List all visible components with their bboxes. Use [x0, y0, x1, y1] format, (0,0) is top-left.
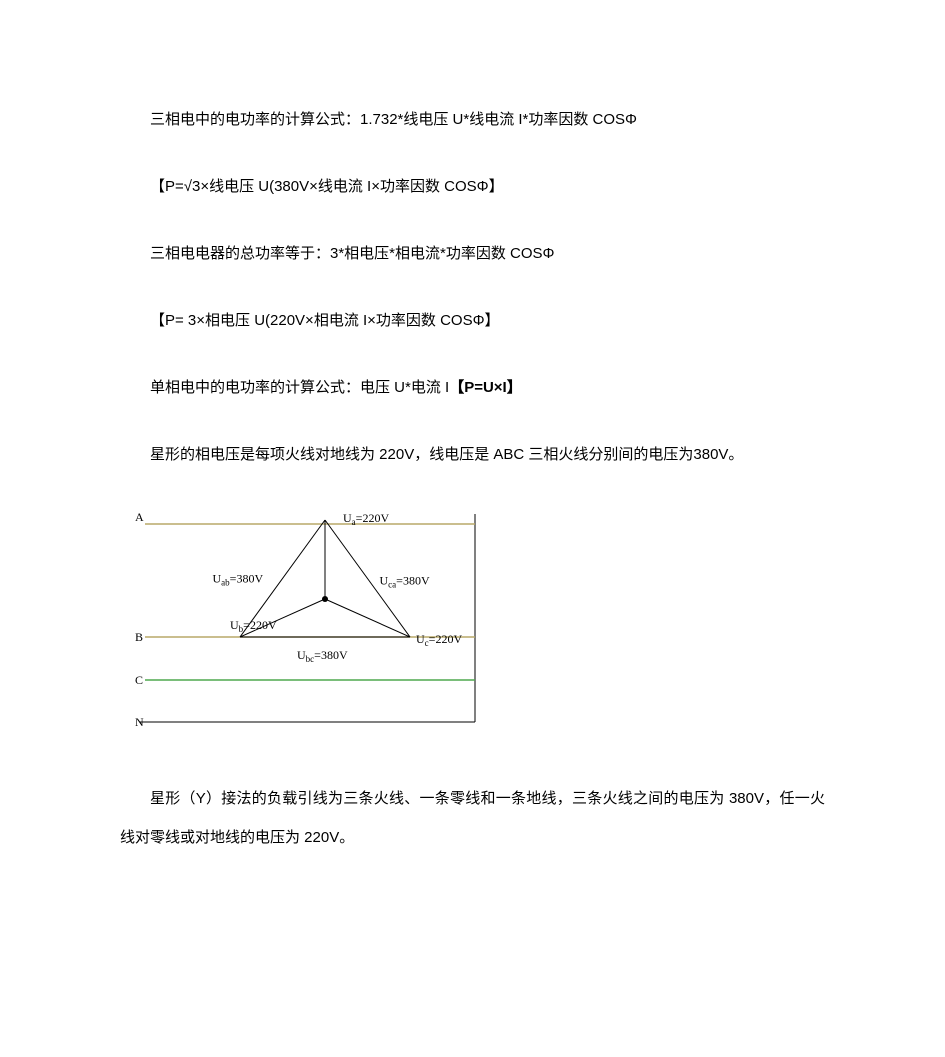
paragraph-5-bold: 【P=U×I】	[449, 379, 522, 396]
star-diagram-svg: A B C N Ua=220V Uca=380V Uab=380V Ub=220V Uc=220…	[120, 502, 490, 742]
svg-text:A: A	[135, 510, 144, 524]
paragraph-4: 【P= 3×相电压 U(220V×相电流 I×功率因数 COSΦ】	[120, 301, 825, 340]
svg-text:Ua=220V: Ua=220V	[343, 511, 389, 527]
paragraph-3: 三相电电器的总功率等于：3*相电压*相电流*功率因数 COSΦ	[120, 234, 825, 273]
paragraph-1: 三相电中的电功率的计算公式：1.732*线电压 U*线电流 I*功率因数 COS…	[120, 100, 825, 139]
svg-text:N: N	[135, 715, 144, 729]
svg-text:Uca=380V: Uca=380V	[380, 574, 430, 590]
svg-text:Ubc=380V: Ubc=380V	[297, 648, 348, 664]
paragraph-2: 【P=√3×线电压 U(380V×线电流 I×功率因数 COSΦ】	[120, 167, 825, 206]
paragraph-5: 单相电中的电功率的计算公式：电压 U*电流 I【P=U×I】	[120, 368, 825, 407]
paragraph-5-text: 单相电中的电功率的计算公式：电压 U*电流 I	[150, 379, 449, 396]
svg-text:Ub=220V: Ub=220V	[230, 618, 277, 634]
paragraph-7: 星形（Y）接法的负载引线为三条火线、一条零线和一条地线，三条火线之间的电压为 3…	[120, 779, 825, 857]
svg-text:Uab=380V: Uab=380V	[213, 572, 264, 588]
svg-text:Uc=220V: Uc=220V	[416, 632, 462, 648]
svg-text:B: B	[135, 630, 143, 644]
svg-text:C: C	[135, 673, 143, 687]
paragraph-6: 星形的相电压是每项火线对地线为 220V，线电压是 ABC 三相火线分别间的电压…	[120, 435, 825, 474]
star-diagram: A B C N Ua=220V Uca=380V Uab=380V Ub=220V Uc=220…	[120, 502, 825, 747]
